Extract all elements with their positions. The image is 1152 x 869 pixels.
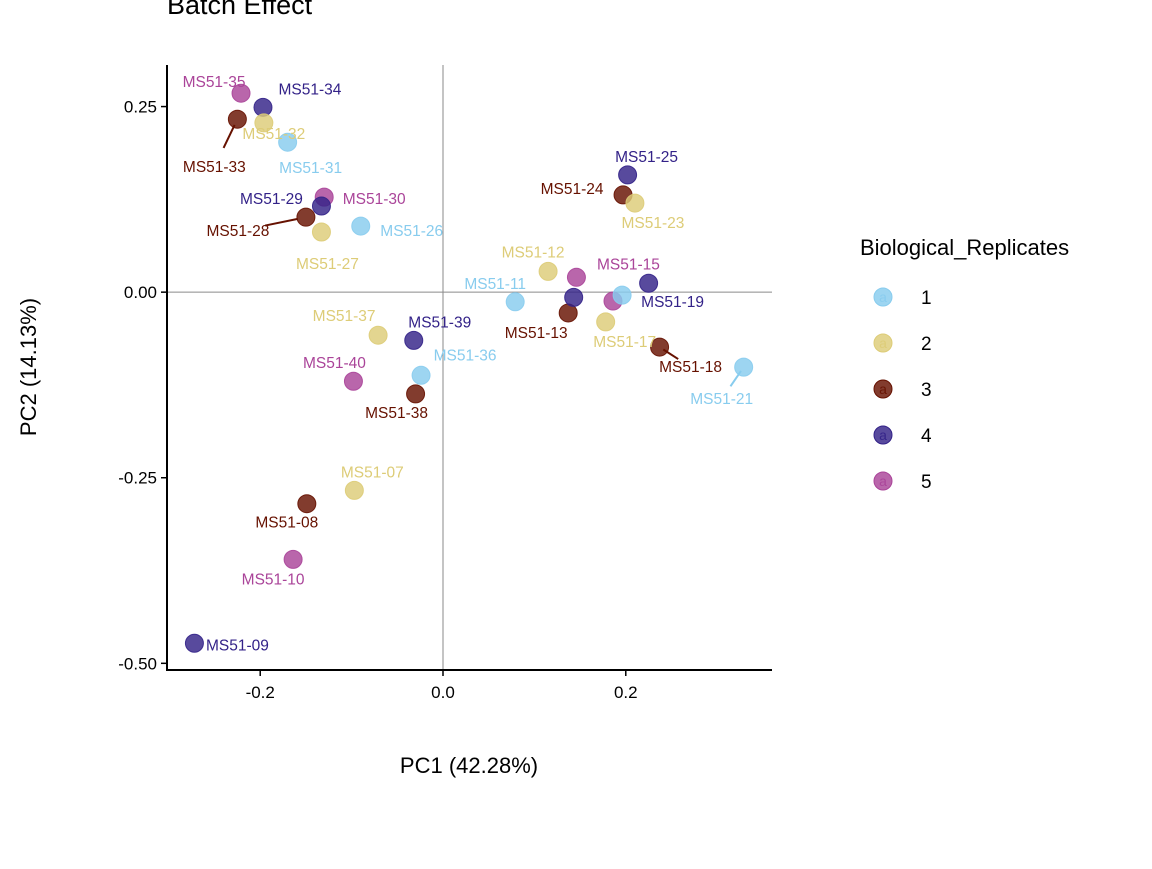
data-point	[184, 633, 204, 653]
x-axis-title: PC1 (42.28%)	[400, 753, 538, 778]
y-tick-label: 0.25	[124, 98, 157, 117]
point-label: MS51-38	[365, 405, 428, 422]
data-point	[538, 261, 558, 281]
point-label: MS51-19	[641, 294, 704, 311]
point-label: MS51-09	[206, 637, 269, 654]
data-point	[411, 365, 431, 385]
data-point	[278, 132, 298, 152]
legend-title: Biological_Replicates	[860, 235, 1069, 260]
point-label: MS51-37	[313, 308, 376, 325]
data-point	[404, 330, 424, 350]
point-label: MS51-33	[183, 159, 246, 176]
point-label: MS51-18	[659, 359, 722, 376]
point-label: MS51-40	[303, 355, 366, 372]
legend-key-circle	[873, 425, 893, 445]
point-label: MS51-15	[597, 256, 660, 273]
legend-key-glyph: a	[879, 427, 887, 443]
data-point	[612, 285, 632, 305]
point-label: MS51-24	[541, 181, 604, 198]
point-label: MS51-21	[690, 391, 753, 408]
legend-key-glyph: a	[879, 289, 887, 305]
data-point	[227, 109, 247, 129]
data-point	[351, 216, 371, 236]
data-point	[343, 371, 363, 391]
data-point	[231, 83, 251, 103]
point-label: MS51-13	[505, 325, 568, 342]
point-label: MS51-32	[242, 126, 305, 143]
point-label: MS51-11	[464, 276, 526, 293]
legend-key-glyph: a	[879, 473, 887, 489]
y-tick-label: 0.00	[124, 283, 157, 302]
point-label: MS51-35	[183, 74, 246, 91]
legend-label: 2	[921, 334, 932, 355]
legend-label: 1	[921, 288, 932, 309]
x-tick-label: 0.0	[431, 683, 455, 702]
point-label: MS51-36	[434, 347, 497, 364]
data-point	[311, 222, 331, 242]
point-label: MS51-17	[593, 334, 656, 351]
point-label: MS51-39	[408, 314, 471, 331]
x-tick-label: -0.2	[246, 683, 275, 702]
data-point	[650, 337, 670, 357]
y-axis-title: PC2 (14.13%)	[16, 298, 41, 436]
point-label: MS51-29	[240, 191, 303, 208]
point-label: MS51-31	[279, 160, 342, 177]
point-label: MS51-12	[502, 244, 565, 261]
point-label: MS51-27	[296, 256, 359, 273]
point-labels: MS51-35 MS51-34MS51-33MS51-32MS51-31MS51-…	[183, 74, 754, 654]
label-connector	[264, 217, 298, 227]
legend-label: 4	[921, 426, 932, 447]
point-label: MS51-23	[621, 215, 684, 232]
legend-key-glyph: a	[879, 381, 887, 397]
legend-key-circle	[873, 287, 893, 307]
y-tick-label: -0.50	[118, 654, 157, 673]
point-label: MS51-34	[279, 81, 342, 98]
point-label: MS51-07	[341, 464, 404, 481]
data-point	[297, 494, 317, 514]
point-label: MS51-08	[255, 515, 318, 532]
legend-key-glyph: a	[879, 335, 887, 351]
label-connector	[222, 124, 236, 149]
data-point	[368, 325, 388, 345]
data-point	[406, 384, 426, 404]
data-point	[734, 357, 754, 377]
plot-panel: -0.2 0.0 0.2 0.25 0.00 -0.25 -0.50 MS51-35 MS51-…	[118, 65, 772, 702]
data-point	[296, 207, 316, 227]
legend-label: 5	[921, 472, 932, 493]
legend: Biological_Replicates a 1a 2a 3a 4a 5	[860, 235, 1069, 493]
x-tick-label: 0.2	[614, 683, 638, 702]
data-point	[596, 312, 616, 332]
point-label: MS51-30	[343, 191, 406, 208]
chart-title: Batch Effect	[167, 0, 313, 20]
data-point	[505, 292, 525, 312]
data-point	[639, 273, 659, 293]
points	[184, 83, 754, 653]
point-label: MS51-28	[206, 223, 269, 240]
data-point	[564, 287, 584, 307]
data-point	[344, 480, 364, 500]
y-tick-label: -0.25	[118, 469, 157, 488]
data-point	[283, 549, 303, 569]
legend-key-circle	[873, 379, 893, 399]
point-label: MS51-10	[242, 571, 305, 588]
legend-key-circle	[873, 333, 893, 353]
legend-label: 3	[921, 380, 932, 401]
point-label: MS51-25	[615, 149, 678, 166]
data-point	[311, 196, 331, 216]
legend-key-circle	[873, 471, 893, 491]
data-point	[618, 165, 638, 185]
data-point	[625, 193, 645, 213]
data-point	[566, 267, 586, 287]
point-label: MS51-26	[380, 223, 443, 240]
data-point	[254, 113, 274, 133]
